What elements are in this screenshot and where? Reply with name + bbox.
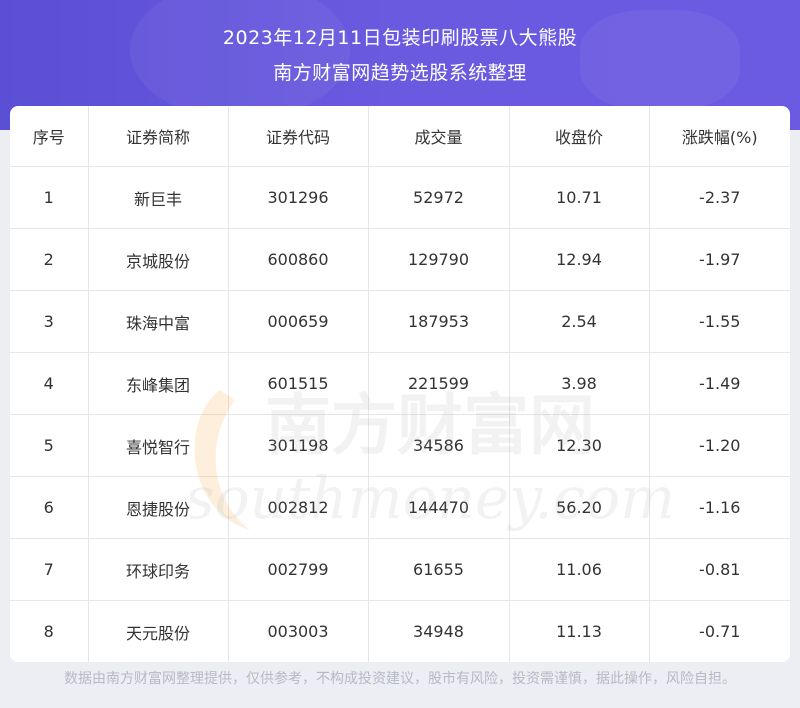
stock-table-card: 序号 证券简称 证券代码 成交量 收盘价 涨跌幅(%) 1 新巨丰 301296… [10,106,790,662]
cell-index: 4 [10,352,89,415]
cell-volume: 52972 [368,166,510,229]
cell-code: 601515 [228,352,369,415]
column-header-index: 序号 [10,106,89,167]
cell-index: 3 [10,290,89,353]
page-subtitle: 南方财富网趋势选股系统整理 [273,62,527,84]
column-header-code: 证券代码 [228,106,369,167]
column-header-volume: 成交量 [368,106,510,167]
cell-name: 天元股份 [88,600,229,662]
cell-close: 10.71 [509,166,650,229]
cell-code: 003003 [228,600,369,662]
cell-close: 11.06 [509,538,650,601]
cell-close: 11.13 [509,600,650,662]
cell-close: 12.94 [509,228,650,291]
table-row: 1 新巨丰 301296 52972 10.71 -2.37 [10,166,790,229]
table-row: 3 珠海中富 000659 187953 2.54 -1.55 [10,290,790,353]
cell-code: 000659 [228,290,369,353]
cell-name: 环球印务 [88,538,229,601]
table-header-row: 序号 证券简称 证券代码 成交量 收盘价 涨跌幅(%) [10,106,790,167]
cell-code: 301198 [228,414,369,477]
cell-volume: 34586 [368,414,510,477]
cell-volume: 34948 [368,600,510,662]
cell-index: 8 [10,600,89,662]
cell-name: 珠海中富 [88,290,229,353]
cell-change: -0.81 [649,538,790,601]
cell-index: 2 [10,228,89,291]
cell-change: -1.49 [649,352,790,415]
cell-change: -0.71 [699,622,741,641]
cell-volume: 61655 [368,538,510,601]
cell-close: 56.20 [509,476,650,539]
cell-index: 5 [10,414,89,477]
cell-code: 301296 [228,166,369,229]
cell-name: 东峰集团 [88,352,229,415]
table-row: 4 东峰集团 601515 221599 3.98 -1.49 [10,352,790,415]
cell-code: 600860 [228,228,369,291]
table-row: 5 喜悦智行 301198 34586 12.30 -1.20 [10,414,790,477]
cell-name: 喜悦智行 [88,414,229,477]
cell-change: -1.16 [649,476,790,539]
cell-index: 6 [10,476,89,539]
column-header-name: 证券简称 [88,106,229,167]
stock-table: 序号 证券简称 证券代码 成交量 收盘价 涨跌幅(%) 1 新巨丰 301296… [10,106,790,662]
table-row: 7 环球印务 002799 61655 11.06 -0.81 [10,538,790,601]
cell-name: 新巨丰 [88,166,229,229]
cell-close: 3.98 [509,352,650,415]
disclaimer-text: 数据由南方财富网整理提供，仅供参考，不构成投资建议，股市有风险，投资需谨慎，据此… [64,671,736,687]
cell-code: 002799 [228,538,369,601]
table-row: 2 京城股份 600860 129790 12.94 -1.97 [10,228,790,291]
column-header-change: 涨跌幅(%) [649,106,790,167]
table-row: 6 恩捷股份 002812 144470 56.20 -1.16 [10,476,790,539]
cell-volume: 144470 [368,476,510,539]
cell-change: -2.37 [649,166,790,229]
column-header-close: 收盘价 [509,106,650,167]
header-decoration [130,0,350,120]
cell-index: 7 [10,538,89,601]
cell-name: 京城股份 [88,228,229,291]
cell-change: -1.55 [649,290,790,353]
cell-change: -1.97 [649,228,790,291]
cell-name: 恩捷股份 [88,476,229,539]
table-row: 8 天元股份 003003 34948 11.13 -0.71 [10,600,790,662]
cell-index: 1 [10,166,89,229]
cell-volume: 129790 [368,228,510,291]
page-title: 2023年12月11日包装印刷股票八大熊股 [222,27,578,49]
cell-close: 12.30 [509,414,650,477]
cell-change: -1.20 [649,414,790,477]
cell-code: 002812 [228,476,369,539]
header-decoration [580,10,740,110]
cell-close: 2.54 [509,290,650,353]
cell-volume: 187953 [368,290,510,353]
cell-volume: 221599 [368,352,510,415]
